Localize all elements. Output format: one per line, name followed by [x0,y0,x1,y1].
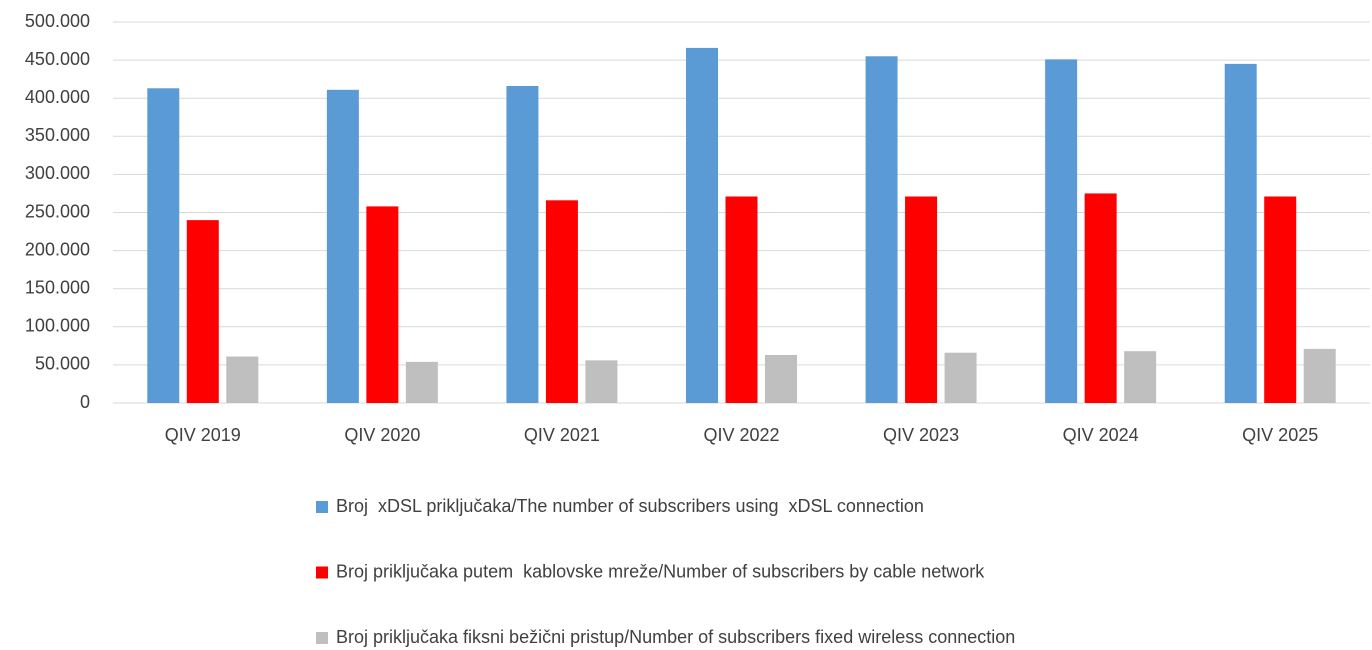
bar [405,361,438,403]
y-tick-label: 350.000 [25,125,90,145]
bar [366,206,399,403]
x-tick-label: QIV 2019 [165,425,241,445]
bar [1264,196,1297,403]
bar [226,356,259,403]
bar [585,360,618,403]
x-tick-label: QIV 2021 [524,425,600,445]
bar [1084,193,1117,403]
bar [865,56,898,403]
bar [1303,348,1336,403]
bar [725,196,758,403]
bar [147,88,180,403]
y-tick-label: 500.000 [25,11,90,31]
y-tick-label: 450.000 [25,49,90,69]
legend-swatch [316,632,328,644]
y-tick-label: 100.000 [25,316,90,336]
bar [186,220,219,403]
bar [944,352,977,403]
x-tick-label: QIV 2022 [703,425,779,445]
y-tick-label: 50.000 [35,354,90,374]
bar [326,89,359,404]
bar [506,86,539,404]
bar [905,196,938,403]
x-tick-label: QIV 2020 [344,425,420,445]
bar [1045,59,1078,403]
x-tick-label: QIV 2024 [1063,425,1139,445]
legend-label: Broj xDSL priključaka/The number of subs… [336,496,924,516]
y-tick-label: 200.000 [25,239,90,259]
x-tick-label: QIV 2025 [1242,425,1318,445]
x-tick-label: QIV 2023 [883,425,959,445]
bar [1224,63,1257,403]
y-tick-label: 0 [80,392,90,412]
legend-swatch [316,566,328,579]
y-tick-label: 400.000 [25,87,90,107]
legend-label: Broj priključaka putem kablovske mreže/N… [336,561,985,581]
y-tick-label: 150.000 [25,277,90,297]
bar [686,47,718,404]
bar [765,354,797,403]
y-tick-label: 300.000 [25,163,90,183]
bar [545,200,578,403]
legend-label: Broj priključaka fiksni bežični pristup/… [336,627,1015,647]
y-tick-label: 250.000 [25,201,90,221]
legend-swatch [316,501,328,513]
bar [1124,351,1157,403]
